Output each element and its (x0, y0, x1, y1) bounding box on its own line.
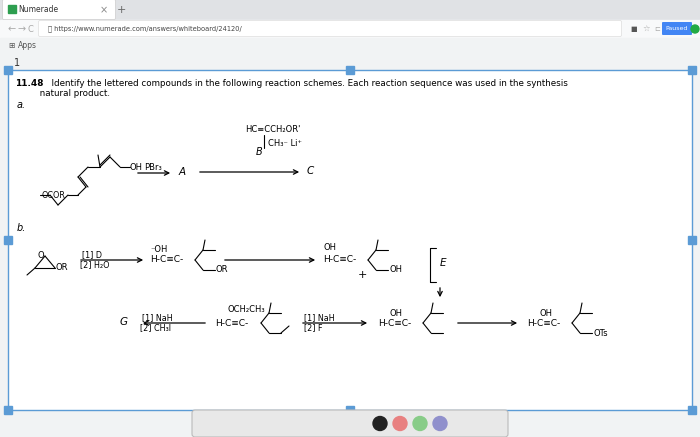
Text: 1: 1 (14, 58, 20, 68)
Text: OR: OR (215, 266, 228, 274)
Text: A: A (329, 417, 337, 430)
Text: +: + (357, 270, 367, 280)
Bar (688, 406, 696, 414)
Text: ⊡: ⊡ (351, 419, 359, 429)
Text: HC≡CCH₂OR': HC≡CCH₂OR' (245, 125, 300, 135)
Text: ■: ■ (630, 26, 636, 32)
Bar (0, 0, 700, 20)
Text: ☆: ☆ (642, 24, 650, 34)
Text: A: A (179, 167, 186, 177)
Text: E: E (440, 258, 447, 268)
Text: ←: ← (8, 24, 16, 34)
Bar (4, 236, 12, 244)
Text: H-C≡C-: H-C≡C- (215, 319, 248, 327)
Text: ×: × (100, 5, 108, 15)
Text: natural product.: natural product. (15, 89, 110, 97)
Text: OCH₂CH₃: OCH₂CH₃ (228, 305, 265, 315)
Text: ↺: ↺ (208, 417, 218, 430)
Text: Numerade: Numerade (18, 6, 58, 14)
Text: PBr₃: PBr₃ (144, 163, 162, 173)
Text: G: G (120, 317, 128, 327)
Text: ⁻OH: ⁻OH (150, 246, 167, 254)
Text: →: → (18, 24, 26, 34)
Text: C: C (28, 24, 34, 34)
Text: [1] NaH: [1] NaH (304, 313, 335, 323)
Text: OH: OH (540, 309, 553, 318)
Text: /: / (309, 419, 313, 429)
Text: ↻: ↻ (228, 417, 238, 430)
Text: a.: a. (17, 100, 26, 110)
Text: OH: OH (323, 243, 336, 253)
Text: /: / (270, 419, 272, 429)
Text: O: O (38, 250, 44, 260)
Bar (4, 66, 12, 74)
Text: 🔒 https://www.numerade.com/answers/whiteboard/24120/: 🔒 https://www.numerade.com/answers/white… (48, 26, 242, 32)
Text: C: C (307, 166, 314, 176)
Text: 11.48: 11.48 (15, 80, 43, 89)
Text: OTs: OTs (593, 329, 608, 337)
Text: H-C≡C-: H-C≡C- (527, 319, 560, 327)
Text: [2] F: [2] F (304, 323, 323, 333)
Text: +: + (116, 5, 126, 15)
Text: H-C≡C-: H-C≡C- (378, 319, 412, 327)
Text: [2] H₂O: [2] H₂O (80, 260, 109, 270)
Text: OR: OR (56, 264, 69, 273)
Bar (688, 236, 696, 244)
Circle shape (433, 416, 447, 430)
Bar (8, 5, 16, 13)
Bar (688, 66, 696, 74)
Text: Apps: Apps (18, 41, 37, 49)
Text: OCOR: OCOR (41, 191, 65, 200)
Text: [1] D: [1] D (82, 250, 102, 260)
Text: OH: OH (390, 309, 403, 318)
FancyBboxPatch shape (3, 0, 116, 20)
Bar (8, 70, 692, 410)
Circle shape (373, 416, 387, 430)
FancyBboxPatch shape (192, 410, 508, 437)
Text: +: + (285, 416, 298, 431)
Text: b.: b. (17, 223, 27, 233)
Bar (346, 406, 354, 414)
FancyBboxPatch shape (38, 21, 622, 37)
Bar (0, 20, 700, 38)
Text: Paused: Paused (666, 27, 688, 31)
Text: [1] NaH: [1] NaH (142, 313, 173, 323)
Text: [2] CH₃I: [2] CH₃I (140, 323, 171, 333)
Text: ⊏: ⊏ (654, 26, 660, 32)
Text: ⊞: ⊞ (8, 41, 15, 49)
Bar (4, 406, 12, 414)
Text: CH₃⁻ Li⁺: CH₃⁻ Li⁺ (268, 139, 302, 148)
Text: H-C≡C-: H-C≡C- (323, 256, 356, 264)
Text: H-C≡C-: H-C≡C- (150, 256, 183, 264)
Circle shape (413, 416, 427, 430)
Text: Identify the lettered compounds in the following reaction schemes. Each reaction: Identify the lettered compounds in the f… (46, 80, 568, 89)
Text: ↖: ↖ (248, 419, 258, 429)
FancyBboxPatch shape (662, 22, 692, 35)
Bar (0, 38, 700, 52)
Circle shape (393, 416, 407, 430)
Bar (346, 66, 354, 74)
Text: OH: OH (389, 266, 402, 274)
Circle shape (691, 25, 699, 33)
Text: B: B (256, 147, 262, 157)
Text: OH: OH (130, 163, 143, 171)
